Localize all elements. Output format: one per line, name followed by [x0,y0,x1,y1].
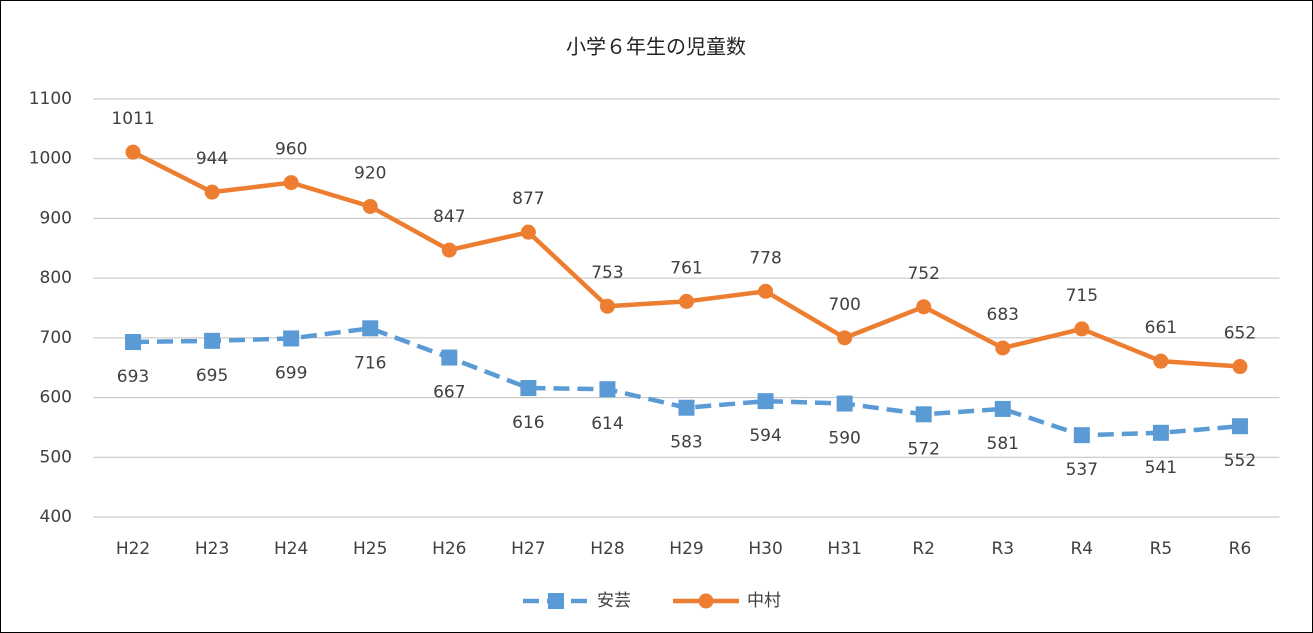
data-point [283,330,300,347]
data-label: 944 [196,149,228,169]
x-tick-label: R3 [991,539,1014,559]
data-label: 700 [828,295,860,315]
x-tick-label: H28 [590,539,624,559]
data-label: 590 [828,429,860,449]
data-point [125,144,141,160]
x-tick-label: H29 [669,539,703,559]
data-point [520,224,536,240]
data-label: 614 [591,414,623,434]
data-label: 847 [433,207,465,227]
data-label: 920 [354,163,386,183]
y-tick-label: 1100 [29,89,72,109]
y-tick-label: 1000 [29,149,72,169]
data-label: 753 [591,263,623,283]
data-label: 616 [512,413,544,433]
legend-marker [698,593,714,609]
data-point [758,283,774,299]
x-tick-label: R6 [1229,539,1252,559]
data-label: 716 [354,353,386,373]
data-point [916,299,932,315]
x-tick-label: H23 [195,539,229,559]
data-point [678,399,695,416]
data-point [994,400,1011,417]
data-point [757,393,774,410]
y-tick-label: 400 [40,507,72,527]
x-tick-label: H26 [432,539,466,559]
data-label: 583 [670,433,702,453]
data-label: 699 [275,363,307,383]
data-label: 960 [275,140,307,160]
x-tick-label: H24 [274,539,308,559]
data-point [362,198,378,214]
data-label: 552 [1224,451,1256,471]
data-label: 652 [1224,324,1256,344]
data-label: 594 [749,426,781,446]
x-tick-label: H22 [116,539,150,559]
data-point [283,175,299,191]
data-point [995,340,1011,356]
y-tick-label: 800 [40,268,72,288]
chart-title: 小学６年生の児童数 [566,35,746,59]
data-point [915,406,932,423]
data-point [599,381,616,398]
y-tick-label: 900 [40,208,72,228]
x-tick-label: H27 [511,539,545,559]
data-point [1231,418,1248,435]
data-label: 581 [987,434,1019,454]
x-tick-label: H30 [748,539,782,559]
data-point [1073,427,1090,444]
y-tick-label: 600 [40,388,72,408]
legend-label: 安芸 [597,591,631,611]
data-label: 715 [1066,286,1098,306]
data-point [1232,359,1248,375]
data-point [125,334,142,351]
data-label: 693 [117,367,149,387]
data-point [1152,424,1169,441]
data-label: 752 [907,264,939,284]
data-label: 683 [987,305,1019,325]
data-point [520,380,537,397]
data-point [441,349,458,366]
data-label: 537 [1066,460,1098,480]
x-tick-label: H25 [353,539,387,559]
x-tick-label: R5 [1150,539,1173,559]
data-label: 1011 [111,109,154,129]
x-tick-label: R4 [1071,539,1094,559]
data-point [837,330,853,346]
data-label: 541 [1145,458,1177,478]
data-label: 778 [749,248,781,268]
data-point [204,332,221,349]
y-tick-label: 500 [40,447,72,467]
x-tick-label: H31 [827,539,861,559]
data-label: 661 [1145,318,1177,338]
data-point [599,298,615,314]
data-point [679,293,694,309]
x-tick-label: R2 [912,539,935,559]
y-tick-label: 700 [40,328,72,348]
data-label: 877 [512,189,544,209]
data-point [362,320,379,337]
legend-label: 中村 [747,591,781,611]
data-point [836,395,853,412]
data-label: 667 [433,383,465,403]
legend-marker [548,593,564,609]
data-point [1153,353,1169,369]
data-label: 572 [907,439,939,459]
data-label: 761 [670,258,702,278]
data-point [204,184,220,200]
data-point [441,242,457,258]
data-point [1074,321,1090,337]
data-label: 695 [196,366,228,386]
